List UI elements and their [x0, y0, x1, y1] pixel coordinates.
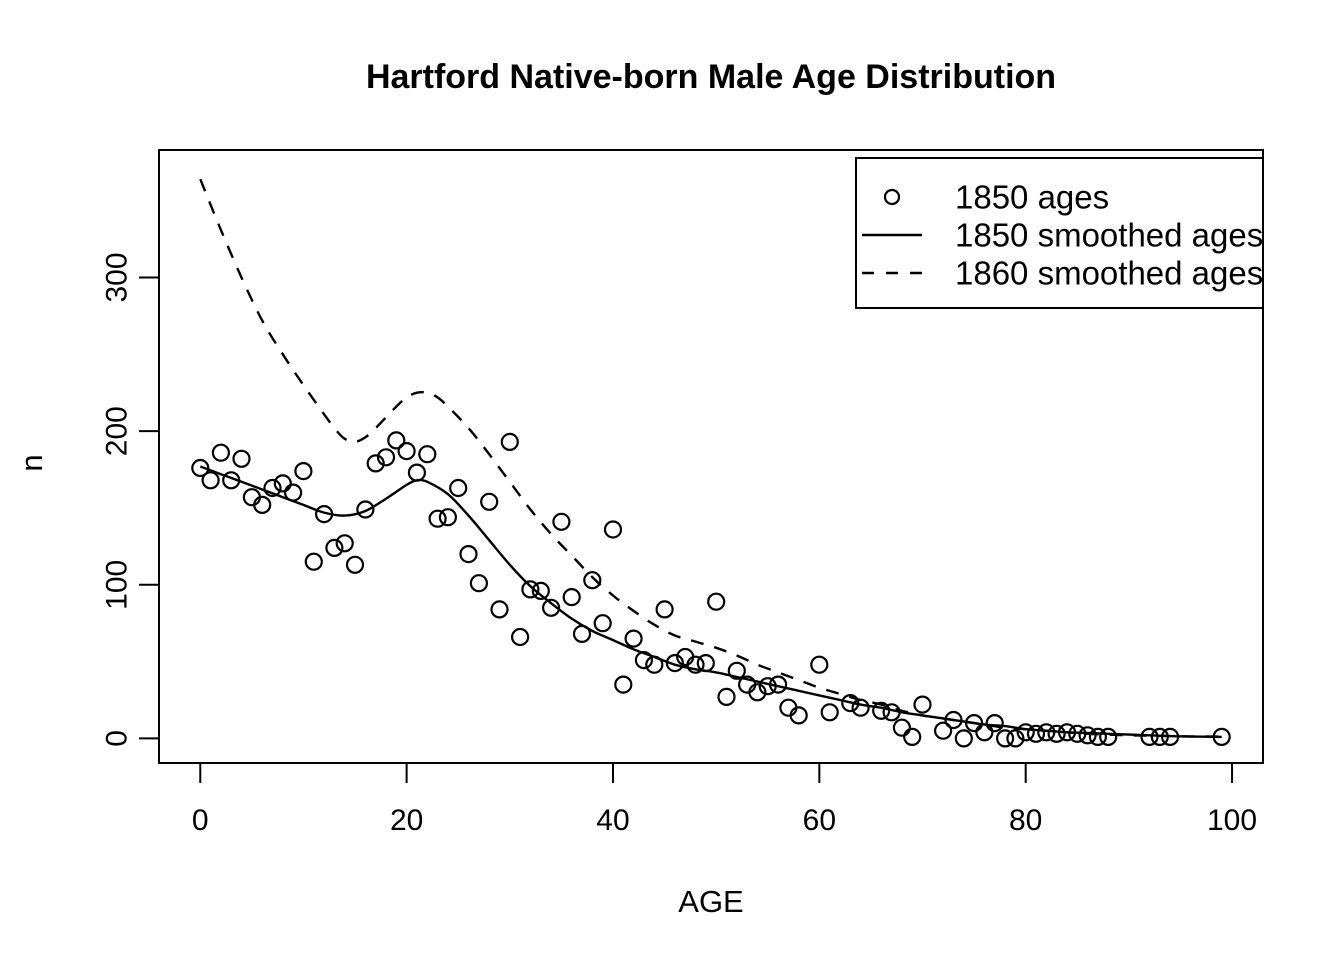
- data-point: [459, 544, 478, 564]
- x-tick-label: 80: [1009, 804, 1042, 837]
- data-point: [1026, 724, 1046, 743]
- data-point: [356, 500, 375, 519]
- data-point: [727, 661, 746, 680]
- data-point: [583, 571, 602, 590]
- data-point: [614, 675, 633, 694]
- x-axis-label: AGE: [678, 884, 744, 919]
- data-point: [562, 587, 581, 607]
- solid-curve: [199, 465, 1222, 739]
- data-point: [449, 478, 468, 498]
- legend-label: 1850 smoothed ages: [955, 217, 1263, 254]
- data-point: [789, 706, 808, 725]
- data-point: [273, 474, 292, 493]
- data-point: [872, 701, 891, 720]
- data-point: [655, 600, 674, 619]
- axes: 0 20 40 60 80 100 0 100 200 300: [101, 149, 1264, 837]
- data-point: [510, 627, 530, 647]
- data-point: [397, 442, 416, 461]
- data-point: [345, 555, 365, 574]
- plot-frame: [158, 149, 1264, 764]
- legend-box: [855, 157, 1264, 309]
- data-point: [253, 495, 272, 514]
- data-point: [490, 600, 509, 619]
- data-point: [593, 614, 612, 633]
- data-point: [1088, 727, 1108, 747]
- data-point: [892, 718, 912, 737]
- data-point: [232, 449, 251, 468]
- data-point: [717, 687, 736, 707]
- data-point: [366, 454, 385, 473]
- data-point: [335, 534, 354, 553]
- data-point: [325, 538, 344, 558]
- data-point: [469, 574, 488, 593]
- data-point: [531, 581, 550, 601]
- data-point: [810, 655, 829, 674]
- y-tick-label: 0: [101, 730, 134, 747]
- data-point: [1140, 727, 1159, 747]
- chart-title: Hartford Native-born Male Age Distributi…: [365, 58, 1057, 96]
- data-point: [541, 598, 561, 617]
- data-point: [985, 713, 1004, 733]
- series-1850-ages: [191, 431, 1231, 748]
- y-axis-label: n: [14, 454, 49, 472]
- data-point: [304, 552, 323, 571]
- y-tick-label: 300: [101, 252, 134, 302]
- data-point: [851, 698, 870, 717]
- data-point: [707, 592, 726, 611]
- y-tick-label: 200: [101, 406, 134, 456]
- data-point: [1006, 729, 1025, 748]
- data-point: [376, 448, 396, 467]
- x-tick-label: 60: [803, 804, 836, 837]
- x-tick-label: 20: [390, 804, 423, 837]
- data-point: [521, 580, 540, 599]
- data-point: [1016, 723, 1035, 742]
- y-tick-label: 100: [101, 560, 134, 610]
- series-1860-smoothed-ages: [199, 178, 1222, 738]
- data-point: [954, 729, 973, 748]
- data-point: [975, 723, 994, 742]
- data-point: [933, 721, 953, 740]
- data-point: [201, 471, 220, 490]
- data-point: [995, 729, 1015, 748]
- data-point: [500, 432, 519, 451]
- data-point: [903, 727, 922, 747]
- series-1850-smoothed-ages: [199, 465, 1222, 739]
- legend-label: 1850 ages: [955, 179, 1109, 216]
- data-point: [263, 478, 282, 498]
- data-point: [552, 512, 571, 531]
- legend-label: 1860 smoothed ages: [955, 255, 1263, 292]
- data-point: [820, 703, 839, 722]
- data-point: [428, 509, 447, 528]
- legend-point-symbol: [883, 188, 901, 206]
- data-point: [294, 462, 313, 481]
- data-point: [480, 492, 499, 511]
- data-point: [418, 445, 437, 464]
- data-point: [686, 655, 705, 674]
- data-point: [913, 695, 932, 714]
- data-point: [603, 520, 623, 539]
- data-point: [438, 508, 457, 527]
- data-point: [624, 629, 643, 648]
- data-point: [191, 458, 210, 478]
- data-point: [407, 463, 426, 482]
- x-tick-label: 100: [1207, 804, 1257, 837]
- x-tick-label: 40: [596, 804, 629, 837]
- x-tick-label: 0: [192, 804, 209, 837]
- dashed-curve: [199, 178, 1222, 738]
- data-point: [696, 653, 715, 673]
- data-point: [748, 683, 767, 702]
- data-point: [211, 443, 230, 462]
- data-point: [1099, 727, 1118, 747]
- data-point: [387, 431, 406, 450]
- data-point: [1047, 724, 1066, 743]
